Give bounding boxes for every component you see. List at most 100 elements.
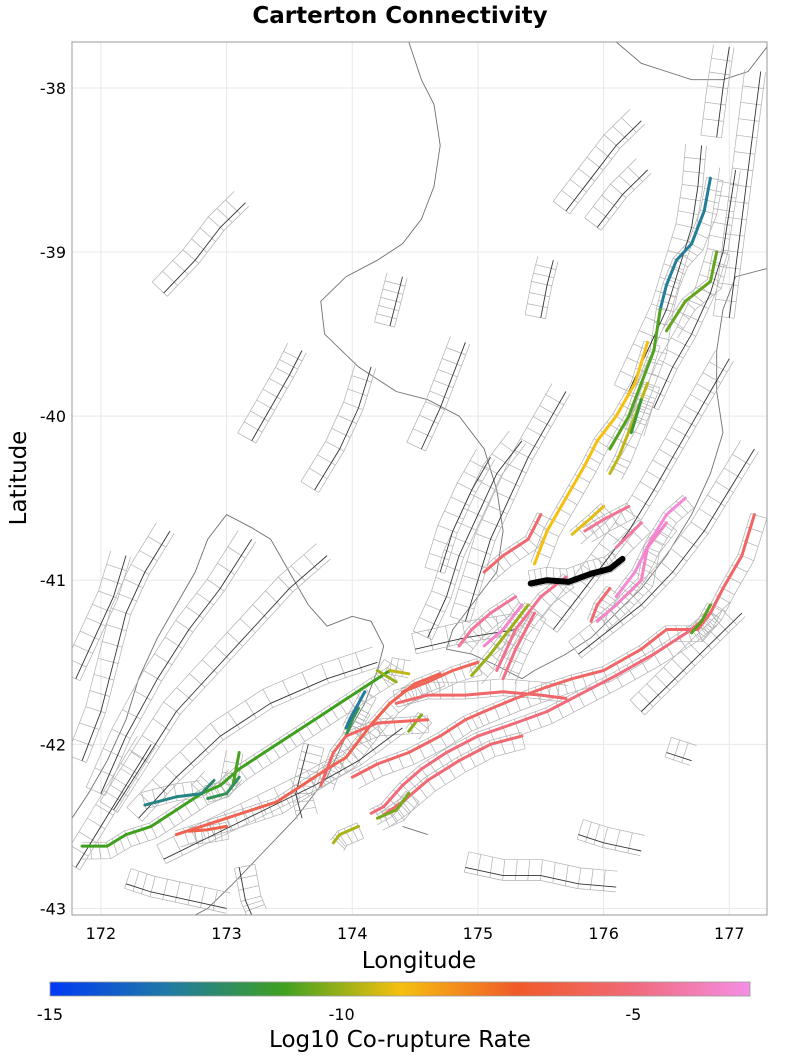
colorbar [49, 981, 751, 997]
corupture-fault [388, 669, 411, 676]
fault-trace [295, 744, 309, 819]
corupture-fault [658, 176, 712, 311]
fault-patch [568, 440, 759, 659]
fault-patch [151, 191, 250, 297]
fault-trace [439, 456, 491, 573]
fault-patch [627, 398, 655, 437]
y-tick-label: -43 [40, 899, 66, 918]
corupture-fault [614, 496, 687, 599]
y-tick-label: -39 [40, 243, 66, 262]
fault-patch [375, 659, 404, 686]
y-tick-label: -40 [40, 407, 66, 426]
colorbar-tick-label: -15 [37, 1005, 63, 1024]
corupture-fault [457, 595, 518, 648]
fault-patch [606, 381, 661, 480]
corupture-fault [583, 504, 631, 533]
x-tick-label: 175 [463, 924, 494, 943]
fault-patch [552, 109, 645, 215]
coastline [615, 42, 767, 81]
y-tick-label: -38 [40, 79, 66, 98]
fault-patch [449, 383, 571, 624]
y-tick-label: -42 [40, 735, 66, 754]
corupture-fault [199, 778, 216, 796]
corupture-fault [614, 521, 643, 549]
fault-trace [465, 866, 617, 888]
x-tick-label: 172 [86, 924, 117, 943]
fault-patch [237, 343, 307, 444]
x-tick-label: 173 [211, 924, 242, 943]
plot-border [71, 41, 768, 916]
fault-trace [628, 145, 703, 392]
corupture-fault [608, 308, 662, 451]
colorbar-label: Log10 Co-rupture Rate [269, 1027, 531, 1053]
fault-patch [664, 736, 697, 766]
corupture-fault [375, 792, 411, 820]
fault-patch [330, 822, 365, 851]
fault-patch [406, 336, 471, 452]
corupture-fault-layer [80, 176, 756, 848]
fault-patch [234, 864, 267, 915]
fault-trace [314, 366, 372, 491]
corupture-fault [231, 751, 241, 787]
fault-trace [163, 727, 403, 860]
fault-patch [594, 520, 678, 632]
fault-patch [85, 530, 257, 796]
coastline [72, 514, 385, 915]
corupture-fault [369, 611, 712, 815]
corupture-fault [206, 775, 241, 800]
fault-patch [99, 543, 331, 813]
fault-patch [82, 666, 398, 860]
fault-trace [666, 752, 692, 762]
corupture-fault [143, 792, 203, 807]
fault-trace [716, 46, 730, 138]
corupture-fault [482, 603, 524, 648]
corupture-fault [690, 603, 712, 635]
corupture-fault [570, 504, 606, 536]
fault-trace [420, 342, 466, 450]
fault-patch [464, 851, 618, 893]
corupture-fault [80, 669, 392, 848]
fault-patch [124, 868, 231, 914]
fault-patch [584, 158, 652, 231]
target-fault [527, 555, 626, 587]
fault-patch [72, 550, 131, 682]
colorbar-tick-label: -10 [329, 1005, 355, 1024]
corupture-fault [533, 340, 650, 566]
x-tick-label: 174 [337, 924, 368, 943]
corupture-fault [595, 521, 668, 623]
fault-patch [72, 522, 175, 763]
corupture-fault [407, 713, 423, 733]
colorbar-ticks: -15 -10 -5 [37, 1005, 641, 1024]
plot-area [71, 41, 768, 916]
fault-patch [72, 735, 156, 871]
corupture-fault [319, 718, 430, 787]
coastline-layer [72, 42, 767, 915]
corupture-fault [482, 513, 543, 574]
fault-trace [427, 440, 523, 638]
fault-patch [381, 732, 526, 826]
coastline [534, 268, 767, 671]
corupture-fault [470, 603, 530, 677]
x-tick-label: 177 [714, 924, 745, 943]
fault-patch [713, 69, 766, 319]
y-tick-label: -41 [40, 571, 66, 590]
fault-trace [100, 538, 253, 794]
fault-patch [392, 678, 568, 708]
fault-patch [455, 593, 524, 655]
fault-patch [613, 519, 651, 557]
corupture-fault [495, 575, 568, 672]
fault-patch [342, 689, 377, 734]
corupture-fault [589, 586, 612, 623]
fault-patch [388, 657, 412, 678]
fault-trace-layer [75, 46, 762, 915]
corupture-fault [344, 690, 367, 730]
x-axis-ticks: 172 173 174 175 176 177 [86, 924, 745, 943]
corupture-fault [187, 824, 229, 833]
corupture-fault [394, 690, 568, 705]
x-tick-label: 176 [588, 924, 619, 943]
fault-trace [728, 71, 762, 318]
fault-trace [81, 530, 171, 761]
fault-trace [75, 555, 127, 679]
fault-trace [578, 834, 642, 852]
